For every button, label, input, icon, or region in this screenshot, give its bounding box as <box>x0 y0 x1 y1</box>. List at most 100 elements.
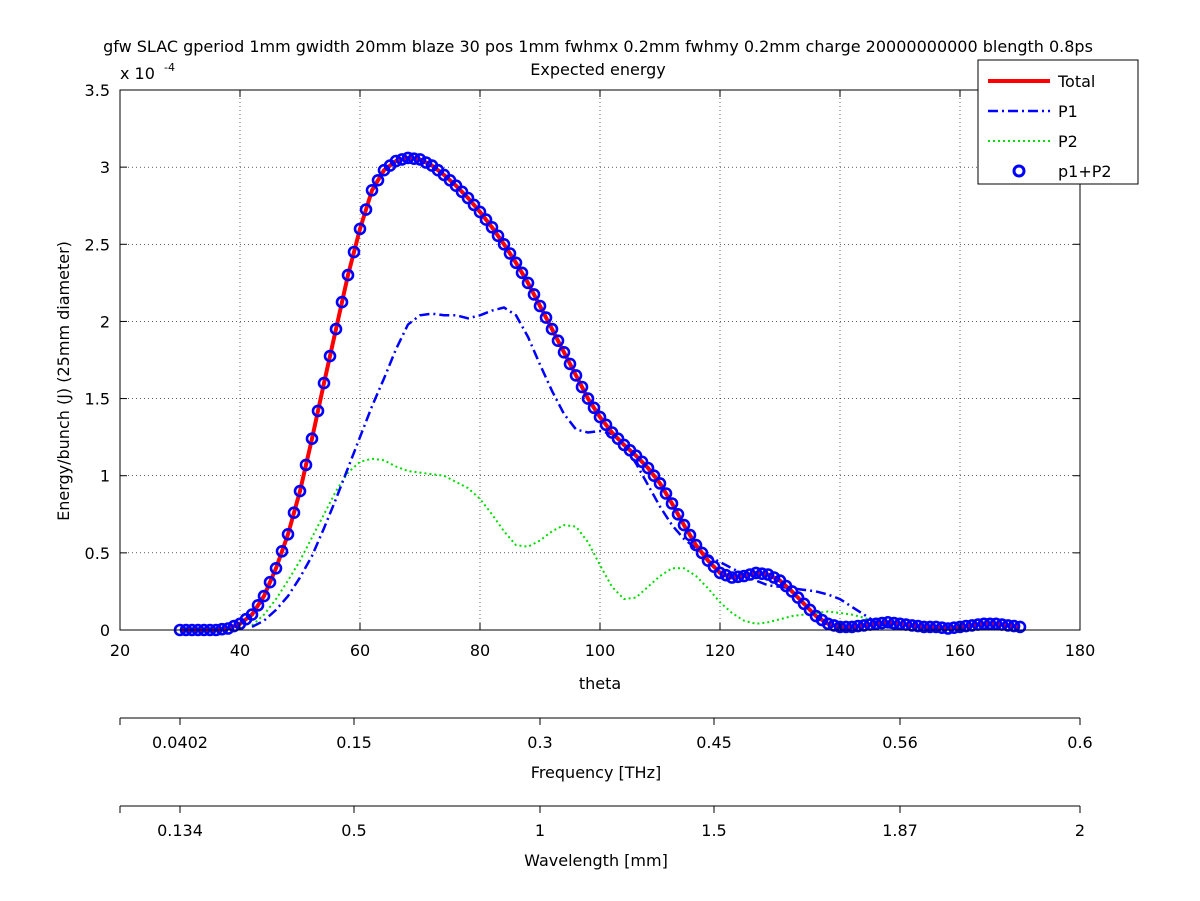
marker-p1p2 <box>923 620 937 634</box>
x-tick-label: 100 <box>585 641 616 660</box>
plot-background <box>120 90 1080 630</box>
marker-p1p2 <box>551 334 565 348</box>
marker-p1p2 <box>719 568 733 582</box>
marker-p1p2 <box>1013 620 1027 634</box>
x-axis-ticks: 20 40 60 80 100 120 140 160 180 <box>110 90 1095 660</box>
marker-p1p2 <box>755 567 769 581</box>
marker-p1p2 <box>569 369 583 382</box>
marker-p1p2 <box>653 477 667 490</box>
secondary-tick-label: 1.87 <box>882 821 918 840</box>
marker-p1p2 <box>545 322 559 336</box>
marker-p1p2 <box>917 620 931 634</box>
series-line-p1 <box>251 306 901 632</box>
x-tick-label: 80 <box>470 641 490 660</box>
marker-p1p2 <box>365 184 379 197</box>
marker-p1p2 <box>497 238 511 251</box>
marker-p1p2 <box>251 598 265 612</box>
marker-p1p2 <box>227 619 241 633</box>
marker-p1p2 <box>245 608 259 621</box>
marker-p1p2 <box>671 507 685 521</box>
marker-p1p2 <box>839 620 853 634</box>
marker-p1p2 <box>743 568 757 581</box>
marker-p1p2 <box>503 247 517 260</box>
marker-p1p2 <box>359 203 373 216</box>
x-tick-label: 60 <box>350 641 370 660</box>
marker-p1p2 <box>587 401 601 415</box>
marker-p1p2 <box>521 276 535 290</box>
chart-subtitle: Expected energy <box>530 60 665 79</box>
marker-p1p2 <box>371 174 385 187</box>
marker-p1p2 <box>665 497 679 510</box>
x-axis-label: theta <box>579 674 621 693</box>
x-tick-label: 160 <box>945 641 976 660</box>
marker-p1p2 <box>257 589 271 603</box>
marker-p1p2 <box>875 616 889 630</box>
marker-p1p2 <box>695 546 709 560</box>
marker-p1p2 <box>1007 619 1021 633</box>
marker-p1p2 <box>941 622 955 635</box>
marker-p1p2 <box>557 345 571 359</box>
legend-label-p2: P2 <box>1058 132 1078 151</box>
marker-p1p2 <box>911 619 925 633</box>
secondary-tick-label: 0.3 <box>527 733 552 752</box>
marker-p1p2 <box>263 575 277 589</box>
marker-p1p2 <box>977 617 991 631</box>
marker-p1p2 <box>341 268 355 282</box>
marker-p1p2 <box>299 458 313 472</box>
marker-p1p2 <box>533 299 547 313</box>
marker-p1p2 <box>527 288 541 301</box>
marker-p1p2 <box>749 566 763 580</box>
y-tick-label: 0.5 <box>85 544 110 563</box>
marker-p1p2 <box>983 617 997 631</box>
legend-swatch-p1p2 <box>1012 164 1026 178</box>
marker-p1p2 <box>491 229 505 243</box>
marker-p1p2 <box>347 245 361 259</box>
marker-p1p2 <box>293 484 307 498</box>
marker-p1p2 <box>305 432 319 446</box>
marker-p1p2 <box>389 154 403 168</box>
marker-p1p2 <box>935 621 949 635</box>
secondary-tick-label: 1.5 <box>701 821 726 840</box>
secondary-tick-label: 0.45 <box>696 733 732 752</box>
marker-p1p2 <box>329 322 343 336</box>
wavelength-axis: 0.134 0.5 1 1.5 1.87 2 <box>119 805 1085 840</box>
secondary-tick-label: 0.134 <box>157 821 203 840</box>
marker-p1p2 <box>761 568 775 581</box>
marker-p1p2 <box>731 570 745 584</box>
marker-p1p2 <box>479 213 493 226</box>
marker-p1p2 <box>281 527 295 541</box>
marker-p1p2 <box>323 349 337 363</box>
marker-p1p2 <box>407 152 421 165</box>
marker-p1p2 <box>647 469 661 483</box>
marker-p1p2 <box>269 561 283 575</box>
secondary-tick-label: 0.0402 <box>152 733 208 752</box>
marker-p1p2 <box>887 616 901 630</box>
secondary-tick-label: 0.56 <box>882 733 918 752</box>
legend-label-total: Total <box>1057 72 1095 91</box>
marker-p1p2 <box>893 617 907 631</box>
marker-p1p2 <box>563 357 577 371</box>
marker-p1p2 <box>737 569 751 583</box>
marker-p1p2 <box>401 151 415 165</box>
series-line-p2 <box>251 457 901 630</box>
marker-p1p2 <box>641 461 655 475</box>
legend: Total P1 P2 p1+P2 <box>977 59 1139 185</box>
y-exponent: x 10 -4 <box>120 61 175 83</box>
legend-label-p1p2: p1+P2 <box>1058 162 1112 181</box>
chart-title: gfw SLAC gperiod 1mm gwidth 20mm blaze 3… <box>103 37 1093 56</box>
marker-p1p2 <box>683 528 697 542</box>
y-exponent-power: -4 <box>164 61 175 74</box>
marker-p1p2 <box>473 205 487 219</box>
y-tick-label: 0 <box>100 621 110 640</box>
marker-p1p2 <box>947 621 961 635</box>
marker-p1p2 <box>659 487 673 500</box>
y-exponent-base: x 10 <box>120 64 155 83</box>
secondary-tick-label: 0.5 <box>341 821 366 840</box>
marker-p1p2 <box>335 295 349 309</box>
frequency-axis: 0.0402 0.15 0.3 0.45 0.56 0.6 <box>119 717 1093 752</box>
marker-p1p2 <box>845 620 859 634</box>
marker-p1p2 <box>959 619 973 633</box>
y-axis-ticks: 0 0.5 1 1.5 2 2.5 3 3.5 <box>85 81 1080 640</box>
marker-p1p2 <box>395 153 409 166</box>
